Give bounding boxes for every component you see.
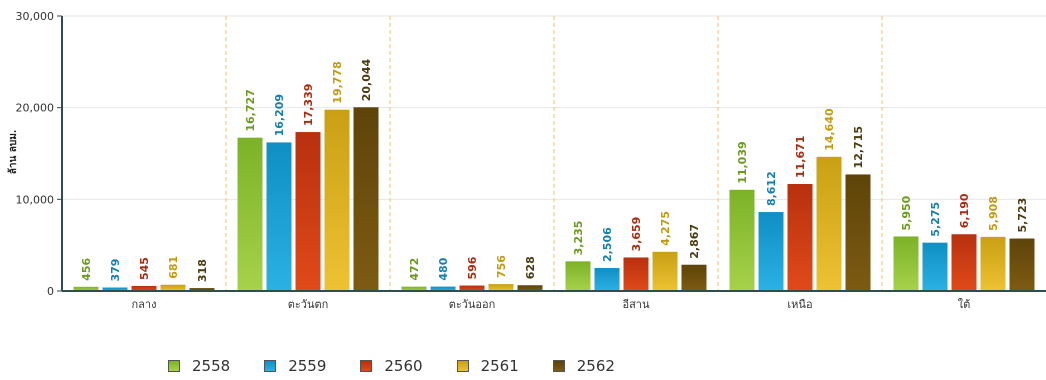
bar [845, 174, 871, 291]
data-label: 4,275 [659, 211, 672, 246]
data-label: 14,640 [823, 108, 836, 151]
bar [893, 236, 919, 291]
x-tick-labels: กลาง ตะวันตก ตะวันออก อีสาน เหนือ ใต้ [132, 298, 971, 311]
data-label: 5,908 [987, 196, 1000, 231]
x-tick-label: อีสาน [622, 298, 650, 311]
data-label: 545 [138, 257, 151, 280]
legend-item-2559[interactable]: 2559 [264, 357, 326, 375]
data-label: 472 [408, 258, 421, 281]
legend-swatch [456, 360, 469, 372]
x-tick-label: ใต้ [958, 298, 971, 311]
bar [324, 109, 350, 292]
bar [1009, 238, 1035, 291]
data-labels: 456 379 545 681 318 16,727 16,209 17,339 19,778 2… [80, 58, 1029, 282]
y-tick-label: 30,000 [16, 10, 55, 23]
legend-swatch [264, 360, 277, 372]
legend-item-2562[interactable]: 2562 [552, 357, 615, 375]
bar [623, 257, 649, 291]
legend-swatch [168, 360, 180, 372]
bar [729, 189, 755, 291]
bar [266, 142, 292, 291]
data-label: 11,671 [794, 136, 807, 178]
data-label: 5,723 [1016, 198, 1029, 233]
data-label: 16,727 [244, 89, 257, 131]
data-label: 318 [196, 259, 209, 282]
legend-swatch [552, 360, 565, 372]
data-label: 756 [495, 255, 508, 278]
legend-label: 2561 [480, 357, 519, 375]
bar-chart: 456 379 545 681 318 16,727 16,209 17,339 19,778 2… [7, 10, 1046, 311]
bars [73, 107, 1035, 292]
data-label: 8,612 [765, 171, 778, 206]
bar [189, 288, 215, 291]
data-label: 3,659 [630, 217, 643, 252]
x-tick-label: ตะวันออก [449, 298, 496, 311]
data-label: 17,339 [302, 84, 315, 126]
legend: 2558 2559 2560 2561 2562 [168, 357, 649, 375]
legend-label: 2559 [288, 357, 327, 375]
bar [73, 286, 99, 291]
bar [594, 268, 620, 291]
data-label: 5,950 [900, 195, 913, 230]
data-label: 2,867 [688, 224, 701, 259]
legend-item-2561[interactable]: 2561 [456, 357, 519, 375]
data-label: 16,209 [273, 94, 286, 136]
bar [401, 286, 427, 291]
x-tick-label: เหนือ [787, 298, 812, 311]
legend-label: 2560 [384, 357, 423, 375]
bar [816, 156, 842, 291]
bar [922, 242, 948, 291]
bar [951, 234, 977, 291]
data-label: 596 [466, 256, 479, 279]
data-label: 379 [109, 259, 122, 282]
bar [488, 284, 514, 291]
data-label: 20,044 [360, 58, 373, 101]
bar [237, 137, 263, 291]
x-tick-label: ตะวันตก [288, 298, 329, 311]
y-tick-label: 10,000 [16, 193, 55, 206]
y-tick-label: 20,000 [16, 102, 55, 115]
data-label: 11,039 [736, 141, 749, 183]
data-label: 456 [80, 258, 93, 281]
legend-item-2560[interactable]: 2560 [360, 357, 423, 375]
data-label: 681 [167, 256, 180, 279]
bar [787, 184, 813, 291]
bar [758, 212, 784, 291]
bar [681, 264, 707, 291]
bar [353, 107, 379, 291]
legend-item-2558[interactable]: 2558 [168, 357, 230, 375]
data-label: 5,275 [929, 202, 942, 237]
data-label: 480 [437, 257, 450, 280]
category-separators [225, 16, 883, 291]
bar [295, 132, 321, 291]
legend-label: 2562 [576, 357, 615, 375]
bar [160, 284, 186, 291]
x-tick-label: กลาง [132, 298, 157, 311]
bar [459, 285, 485, 291]
data-label: 628 [524, 256, 537, 279]
data-label: 6,190 [958, 193, 971, 228]
bar [430, 286, 456, 291]
bar [652, 251, 678, 291]
axes [61, 16, 1046, 292]
data-label: 19,778 [331, 61, 344, 103]
bar [102, 287, 128, 291]
bar [565, 261, 591, 291]
legend-swatch [360, 360, 373, 372]
y-axis-label: ล้าน ลบม. [7, 130, 19, 175]
bar [131, 286, 157, 291]
data-label: 12,715 [852, 126, 865, 168]
data-label: 3,235 [572, 221, 585, 256]
legend-label: 2558 [192, 357, 231, 375]
y-tick-label: 0 [47, 285, 54, 298]
data-label: 2,506 [601, 227, 614, 262]
bar [980, 236, 1006, 291]
y-tick-labels: 0 10,000 20,000 30,000 [16, 10, 62, 298]
bar [517, 285, 543, 291]
